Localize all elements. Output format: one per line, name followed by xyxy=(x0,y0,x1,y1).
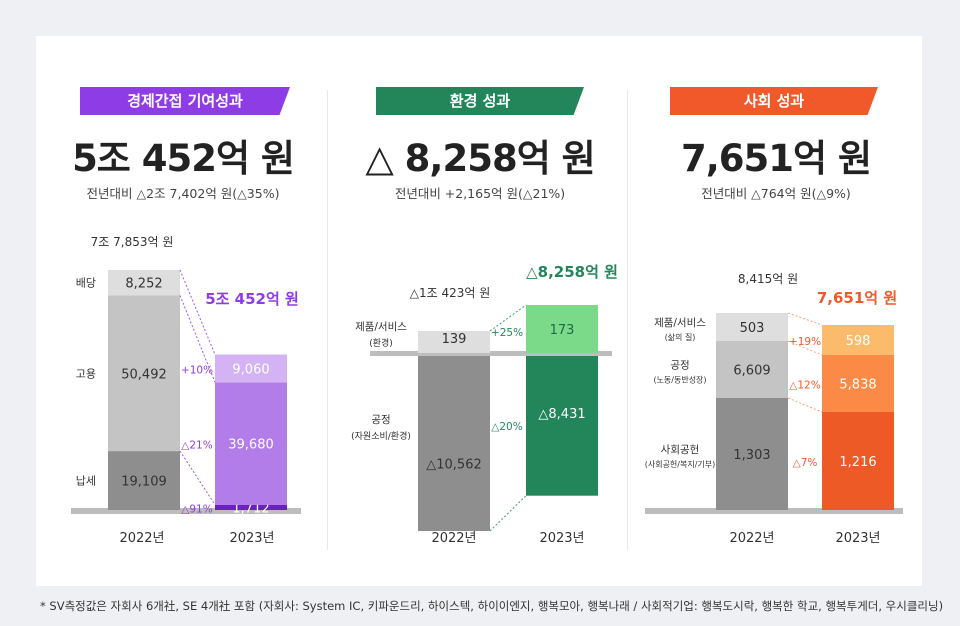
bar-2023-2 xyxy=(215,354,287,383)
value-label-2023: 39,680 xyxy=(228,438,274,453)
value-label-2022: 19,109 xyxy=(121,475,167,490)
environment-title-pill: 환경 성과 xyxy=(376,87,584,115)
x-tick-label: 2023년 xyxy=(835,531,880,546)
value-label-2023: △8,431 xyxy=(538,407,585,422)
total-label-2022: △1조 423억 원 xyxy=(410,286,491,300)
total-label-2022: 7조 7,853억 원 xyxy=(91,235,174,249)
value-label-2022: 1,303 xyxy=(733,448,770,463)
value-label-2022: 139 xyxy=(442,332,467,347)
bar-2022-0 xyxy=(108,451,180,510)
series-label-sub: (노동/동반성장) xyxy=(653,375,706,385)
bar-2023-0 xyxy=(215,504,287,510)
series-label: 제품/서비스 xyxy=(355,321,407,333)
environment-headline: △ 8,258억 원 xyxy=(365,137,595,180)
environment-title: 환경 성과 xyxy=(449,92,511,110)
value-label-2023: 9,060 xyxy=(232,362,269,377)
x-tick-label: 2022년 xyxy=(431,531,476,546)
economic-headline: 5조 452억 원 xyxy=(72,137,295,180)
series-label-sub: (사회공헌/복지/기부) xyxy=(645,460,716,469)
series-label: 배당 xyxy=(76,277,96,290)
footnote: * SV측정값은 자회사 6개社, SE 4개社 포함 (자회사: System… xyxy=(40,599,944,613)
series-label: 고용 xyxy=(76,367,96,380)
panel-divider xyxy=(627,90,628,550)
series-label-sub: (환경) xyxy=(369,337,393,349)
panel-divider xyxy=(327,90,328,550)
connector-line xyxy=(787,312,823,326)
series-label: 제품/서비스 xyxy=(654,317,706,329)
change-label: △91% xyxy=(181,503,212,515)
series-label: 공정 xyxy=(371,414,390,426)
change-label: +25% xyxy=(491,327,523,339)
connector-line xyxy=(787,397,823,413)
change-label: △7% xyxy=(793,457,818,469)
value-label-2022: 8,252 xyxy=(125,277,162,292)
bar-2022-0 xyxy=(716,398,788,510)
connector-line xyxy=(179,450,216,505)
social-title-pill: 사회 성과 xyxy=(670,87,878,115)
value-label-2023: 1,712 xyxy=(232,501,269,516)
change-label: +10% xyxy=(181,364,213,376)
value-label-2023: 173 xyxy=(550,323,575,338)
environment-subtitle: 전년대비 +2,165억 원(△21%) xyxy=(394,186,566,201)
value-label-2022: 50,492 xyxy=(121,367,167,382)
bar-2022-2 xyxy=(716,313,788,341)
connector-line xyxy=(179,269,216,355)
total-label-2023: 7,651억 원 xyxy=(817,289,897,307)
economic-title: 경제간접 기여성과 xyxy=(127,92,243,110)
bar-2022-1 xyxy=(716,341,788,398)
connector-line xyxy=(489,495,527,532)
bar-2023-0 xyxy=(822,412,894,510)
bar-2023-positive xyxy=(526,305,598,353)
bar-2023-2 xyxy=(822,325,894,355)
x-tick-label: 2023년 xyxy=(539,531,584,546)
bar-2022-negative xyxy=(418,356,490,531)
total-label-2023: △8,258억 원 xyxy=(526,263,618,281)
bar-2023-negative xyxy=(526,356,598,496)
bar-2022-positive xyxy=(418,331,490,353)
economic-subtitle: 전년대비 △2조 7,402억 원(△35%) xyxy=(86,186,280,201)
x-tick-label: 2022년 xyxy=(119,531,164,546)
social-headline: 7,651억 원 xyxy=(681,137,872,180)
value-label-2023: 5,838 xyxy=(839,378,876,393)
zero-line xyxy=(370,351,612,356)
change-label: +19% xyxy=(789,336,821,348)
value-label-2022: 503 xyxy=(740,321,765,336)
total-label-2023: 5조 452억 원 xyxy=(205,290,299,308)
change-label: △12% xyxy=(789,380,820,392)
social-title: 사회 성과 xyxy=(743,92,805,110)
baseline xyxy=(645,508,903,514)
change-label: △20% xyxy=(491,421,522,433)
value-label-2023: 598 xyxy=(846,334,871,349)
change-label: △21% xyxy=(181,440,212,452)
total-label-2022: 8,415억 원 xyxy=(738,272,798,286)
series-label: 공정 xyxy=(670,360,689,372)
bar-2022-1 xyxy=(108,295,180,452)
x-tick-label: 2023년 xyxy=(229,531,274,546)
bar-2023-1 xyxy=(822,355,894,412)
social-subtitle: 전년대비 △764억 원(△9%) xyxy=(701,186,851,201)
series-label-sub: (자원소비/환경) xyxy=(351,430,411,442)
bar-2022-2 xyxy=(108,270,180,296)
economic-title-pill: 경제간접 기여성과 xyxy=(80,87,290,115)
series-label-sub: (삶의 질) xyxy=(665,332,696,342)
series-label: 사회공헌 xyxy=(661,444,700,456)
bar-2023-1 xyxy=(215,382,287,505)
baseline xyxy=(71,508,301,514)
value-label-2022: △10,562 xyxy=(426,458,482,473)
series-label: 납세 xyxy=(76,475,96,488)
value-label-2022: 6,609 xyxy=(733,364,770,379)
value-label-2023: 1,216 xyxy=(839,455,876,470)
x-tick-label: 2022년 xyxy=(729,531,774,546)
connector-line xyxy=(489,304,527,332)
